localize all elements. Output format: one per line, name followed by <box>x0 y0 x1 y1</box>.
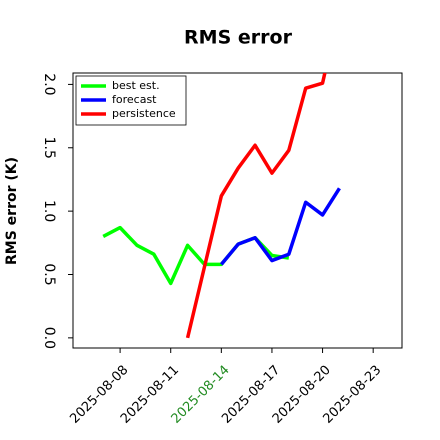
y-tick-label: 0.0 <box>41 327 57 349</box>
y-tick-label: 2.0 <box>41 73 57 95</box>
plot-frame <box>72 72 403 349</box>
series-line <box>102 225 290 286</box>
series-line <box>219 187 341 266</box>
y-tick-label: 0.5 <box>41 263 57 285</box>
series-line <box>185 73 327 339</box>
y-axis-label: RMS error (K) <box>4 157 20 265</box>
y-tick-label: 1.0 <box>41 200 57 222</box>
legend-label: forecast <box>112 93 157 106</box>
legend-label: best est. <box>112 79 160 92</box>
legend-label: persistence <box>112 107 176 120</box>
y-tick-label: 1.5 <box>41 137 57 159</box>
plot-area <box>102 73 341 339</box>
chart-title: RMS error <box>184 27 293 49</box>
